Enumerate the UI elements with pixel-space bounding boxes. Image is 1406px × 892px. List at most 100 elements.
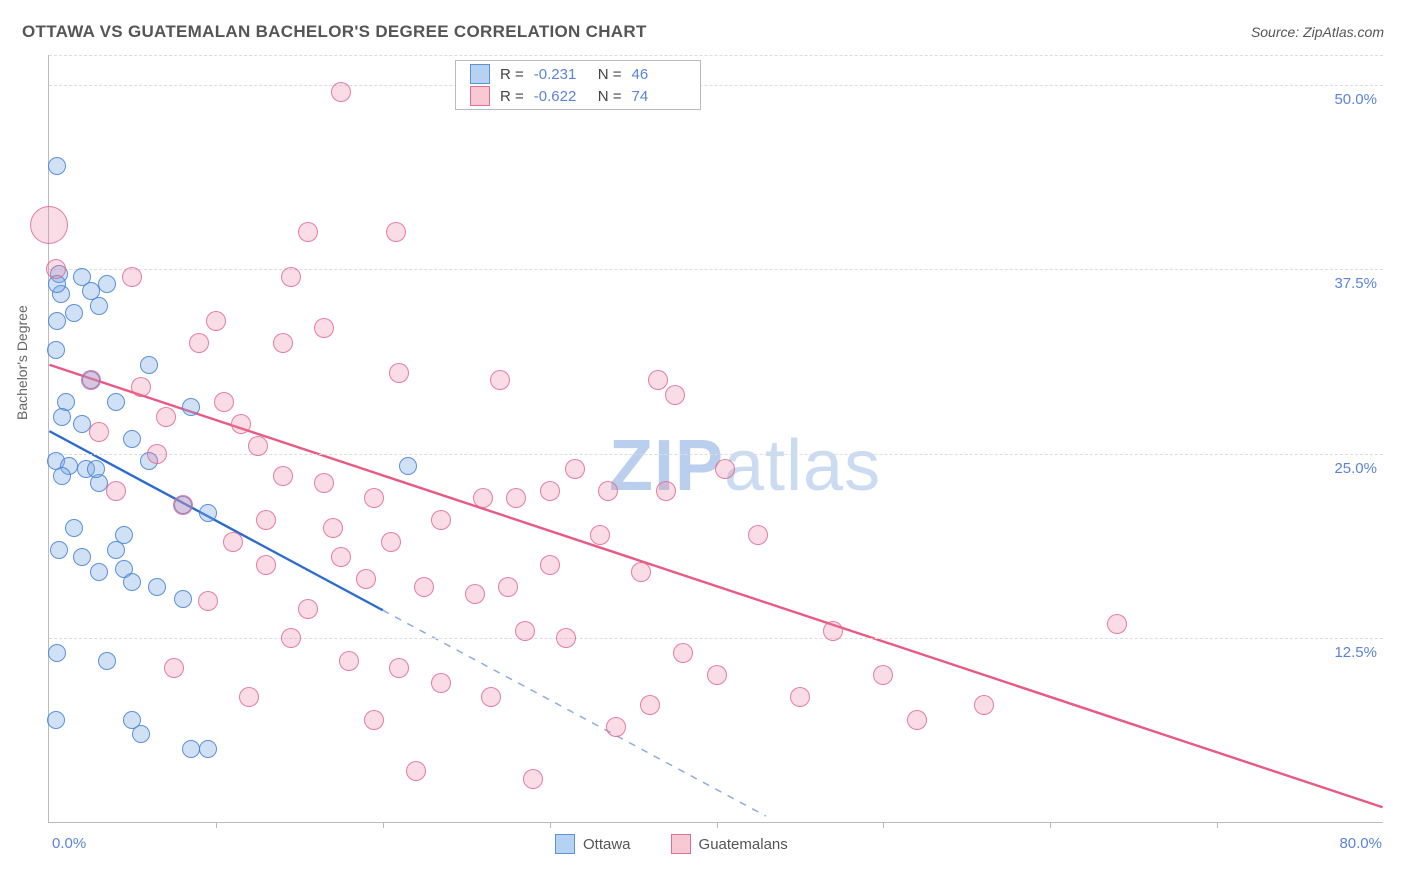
data-point [386, 222, 406, 242]
data-point [189, 333, 209, 353]
data-point [331, 547, 351, 567]
data-point [665, 385, 685, 405]
data-point [331, 82, 351, 102]
data-point [414, 577, 434, 597]
data-point [107, 541, 125, 559]
data-point [198, 591, 218, 611]
data-point [140, 356, 158, 374]
y-tick-label: 12.5% [1334, 644, 1377, 661]
data-point [298, 599, 318, 619]
data-point [707, 665, 727, 685]
data-point [498, 577, 518, 597]
data-point [790, 687, 810, 707]
data-point [356, 569, 376, 589]
y-tick-label: 50.0% [1334, 91, 1377, 108]
legend-swatch-icon [555, 834, 575, 854]
data-point [431, 510, 451, 530]
data-point [174, 590, 192, 608]
data-point [907, 710, 927, 730]
data-point [47, 711, 65, 729]
data-point [98, 652, 116, 670]
data-point [598, 481, 618, 501]
legend-stats-row: R = -0.231 N = 46 [456, 63, 700, 85]
data-point [107, 393, 125, 411]
data-point [381, 532, 401, 552]
data-point [98, 275, 116, 293]
data-point [540, 555, 560, 575]
data-point [173, 495, 193, 515]
data-point [273, 466, 293, 486]
data-point [53, 467, 71, 485]
legend-swatch-guatemalans [470, 86, 490, 106]
data-point [132, 725, 150, 743]
data-point [281, 267, 301, 287]
legend-r-value-ottawa: -0.231 [534, 66, 588, 83]
x-axis-min-label: 0.0% [52, 835, 86, 852]
data-point [473, 488, 493, 508]
data-point [206, 311, 226, 331]
data-point [131, 377, 151, 397]
data-point [53, 408, 71, 426]
data-point [73, 548, 91, 566]
legend-stats-row: R = -0.622 N = 74 [456, 85, 700, 107]
watermark: ZIPatlas [609, 425, 881, 507]
data-point [406, 761, 426, 781]
data-point [748, 525, 768, 545]
data-point [974, 695, 994, 715]
legend-item-ottawa: Ottawa [555, 834, 631, 854]
data-point [122, 267, 142, 287]
legend-series: Ottawa Guatemalans [555, 834, 788, 854]
legend-n-label: N = [598, 66, 622, 83]
legend-swatch-icon [671, 834, 691, 854]
x-tick [216, 822, 217, 828]
data-point [298, 222, 318, 242]
x-tick [550, 822, 551, 828]
legend-n-value-guatemalans: 74 [632, 88, 686, 105]
data-point [90, 297, 108, 315]
data-point [273, 333, 293, 353]
data-point [556, 628, 576, 648]
data-point [481, 687, 501, 707]
data-point [1107, 614, 1127, 634]
data-point [30, 206, 68, 244]
data-point [515, 621, 535, 641]
y-tick-label: 25.0% [1334, 460, 1377, 477]
data-point [65, 304, 83, 322]
data-point [540, 481, 560, 501]
x-tick [717, 822, 718, 828]
data-point [590, 525, 610, 545]
gridline [49, 269, 1383, 270]
data-point [256, 555, 276, 575]
data-point [873, 665, 893, 685]
data-point [147, 444, 167, 464]
data-point [81, 370, 101, 390]
data-point [314, 318, 334, 338]
gridline [49, 638, 1383, 639]
legend-label: Ottawa [583, 836, 631, 853]
data-point [656, 481, 676, 501]
plot-area: ZIPatlas 12.5%25.0%37.5%50.0% [48, 55, 1383, 823]
data-point [48, 644, 66, 662]
data-point [199, 504, 217, 522]
data-point [214, 392, 234, 412]
x-tick [383, 822, 384, 828]
data-point [248, 436, 268, 456]
legend-n-value-ottawa: 46 [632, 66, 686, 83]
legend-r-label: R = [500, 66, 524, 83]
x-tick [1050, 822, 1051, 828]
data-point [389, 363, 409, 383]
data-point [648, 370, 668, 390]
data-point [631, 562, 651, 582]
data-point [223, 532, 243, 552]
legend-item-guatemalans: Guatemalans [671, 834, 788, 854]
x-axis-max-label: 80.0% [1339, 835, 1382, 852]
data-point [399, 457, 417, 475]
data-point [50, 541, 68, 559]
data-point [431, 673, 451, 693]
data-point [164, 658, 184, 678]
gridline [49, 85, 1383, 86]
data-point [148, 578, 166, 596]
chart-title: OTTAWA VS GUATEMALAN BACHELOR'S DEGREE C… [22, 22, 647, 42]
data-point [565, 459, 585, 479]
data-point [364, 488, 384, 508]
